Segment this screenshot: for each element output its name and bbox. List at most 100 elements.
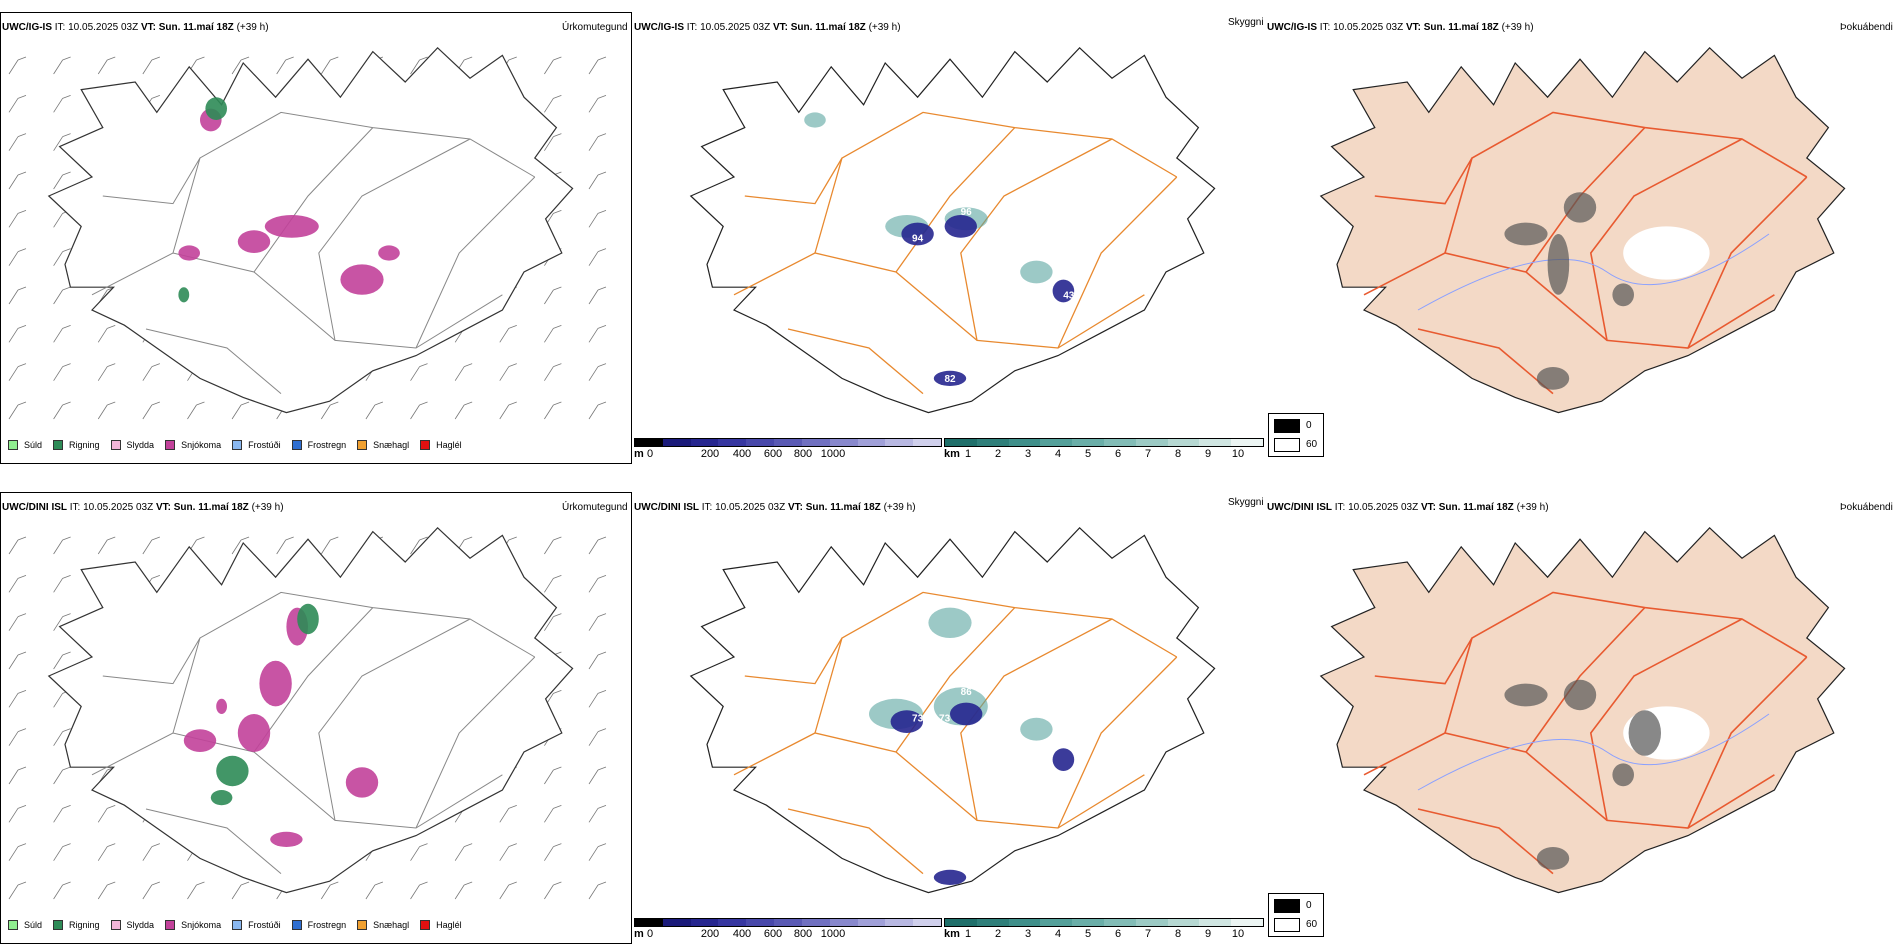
wind-barb [544,94,562,113]
visibility-label: 72 [939,234,951,245]
colorbar-segment [976,919,1009,926]
legend-item: Rigning [53,920,100,930]
legend-label: Slydda [126,440,155,450]
road-line [1525,607,1646,753]
wind-barb [320,56,339,75]
wind-barb [499,843,517,861]
legend-item: Snjókoma [165,920,221,930]
wind-barb [544,363,562,381]
tick-label: 9 [1204,448,1212,460]
tick-label: 8 [1174,448,1182,460]
legend-swatch [420,440,431,450]
wind-barb [8,574,27,593]
tick-label: 400 [732,448,752,460]
snow-area [264,215,319,238]
wind-barb [588,401,607,420]
fog-area [1536,847,1570,870]
visibility-label: 73 [912,714,924,725]
fog-legend-label: 60 [1306,439,1318,450]
fog-area [1612,283,1634,307]
fog-area [1563,192,1597,223]
legend-swatch [8,440,18,450]
wind-barb [8,843,27,861]
visibility-label: 91 [966,854,978,865]
wind-barb [142,363,160,381]
legend-item: Frostregn [291,920,346,930]
header-row1-fog: UWC/IG-IS IT: 10.05.2025 03Z VT: Sun. 11… [1267,22,1534,33]
precip-panel-row2 [0,492,632,944]
precip-panel-row1 [0,12,632,464]
precip-legend: Súld Rigning Slydda Snjókoma Frostúði Frostre… [8,920,473,930]
wind-barb [8,613,27,631]
road-line [318,138,471,341]
road-line [1057,176,1178,349]
iceland-outline [47,526,574,894]
road-line [895,127,1016,273]
tick-label: 800 [793,928,813,940]
legend-item: Slydda [110,920,155,930]
wind-barb [8,689,27,708]
wind-barb [320,536,339,555]
visibility-colorbar [944,438,1264,447]
snow-area [178,245,200,261]
snow-area [345,767,379,798]
tick-label: 1000 [820,448,846,460]
wind-barb [53,536,71,555]
legend-item: Súld [8,920,42,930]
wind-barb [320,881,339,900]
legend-item: Snæhagl [357,440,409,450]
tick-label: 200 [700,448,720,460]
wind-barb [544,401,562,420]
visibility-label: 86 [961,687,973,698]
rain-area [205,97,227,120]
road-line [1057,656,1178,829]
wind-barb [454,843,473,861]
colorbar-segment [1135,439,1168,446]
wind-barb [276,536,294,555]
tick-label: 200 [700,928,720,940]
wind-barb [544,613,562,631]
legend-label: Frostúði [248,440,281,450]
wind-barb [588,209,607,228]
ceiling-area [901,222,934,246]
wind-barb [544,804,562,823]
ceiling-area [944,215,977,238]
tick-label: 0 [646,928,654,940]
ceiling-area [1052,748,1075,771]
road-line [787,328,924,395]
colorbar-segment [1135,919,1168,926]
wind-barb [231,401,250,420]
wind-barb [544,574,562,593]
wind-barb [499,324,517,343]
tick-label: 6 [1114,928,1122,940]
snow-area [270,831,303,848]
wind-barb [8,881,27,900]
colorbar-segment [829,919,858,926]
tick-label: 10 [1231,928,1245,940]
wind-barb [8,363,27,381]
wind-barb [53,804,71,823]
wind-barb [544,843,562,861]
fog-area [1547,234,1570,295]
road-line [744,637,843,685]
fog-area [1504,222,1548,246]
wind-barb [588,804,607,823]
wind-barb [544,286,562,305]
ceiling-area [933,370,967,386]
ceiling-colorbar [634,438,942,447]
visibility-area [928,607,972,638]
colorbar-segment [1072,439,1104,446]
wind-barb [588,286,607,305]
colorbar-segment [690,919,719,926]
wind-barb [142,536,160,555]
legend-label: Slydda [126,920,155,930]
road-line [415,176,536,349]
wind-barb [142,56,160,75]
tick-label: 600 [763,928,783,940]
river-line [1417,233,1770,311]
tick-label: 2 [994,448,1002,460]
precip-legend: Súld Rigning Slydda Snjókoma Frostúði Frostre… [8,440,473,450]
rain-area [210,790,233,806]
